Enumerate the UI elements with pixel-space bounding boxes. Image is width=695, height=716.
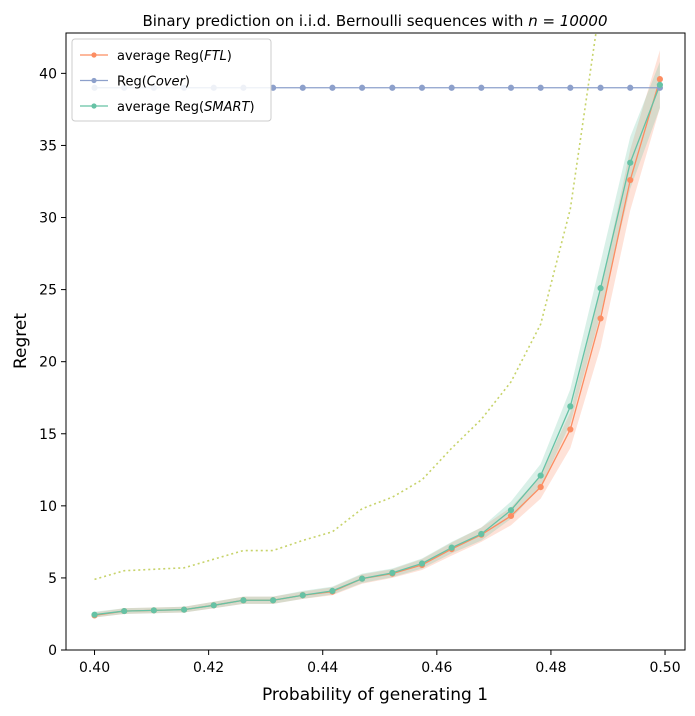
legend-label-italic: FTL xyxy=(204,49,227,64)
series-1-point xyxy=(627,84,634,91)
y-axis: 0 5 10 15 20 25 30 35 40 xyxy=(39,66,66,659)
legend-label-suffix: ) xyxy=(227,49,232,64)
legend-marker-2 xyxy=(91,103,97,109)
series-2-point xyxy=(180,606,188,613)
series-2-point xyxy=(358,575,366,582)
series-2-point xyxy=(329,587,336,594)
series-1-point xyxy=(537,84,544,91)
plot-frame xyxy=(65,32,686,651)
series-2-point xyxy=(240,597,247,604)
series-2-point xyxy=(567,403,574,410)
series-2-point xyxy=(269,597,277,604)
legend-label-prefix: average Reg( xyxy=(117,49,204,64)
series-1-point xyxy=(448,84,455,91)
legend-box xyxy=(71,38,272,122)
series-2-point xyxy=(150,607,157,614)
y-tick-label: 35 xyxy=(39,138,57,154)
series-1-point xyxy=(478,84,485,91)
series-2-point xyxy=(597,285,604,292)
chart-title-math: n = 10000 xyxy=(528,12,607,30)
x-axis: 0.40 0.42 0.44 0.46 0.48 0.50 xyxy=(79,650,681,676)
y-axis-label: Regret xyxy=(11,313,31,369)
legend-label-suffix: ) xyxy=(249,100,254,115)
series-0-point xyxy=(656,76,663,83)
y-tick-label: 15 xyxy=(39,427,57,443)
x-axis-label: Probability of generating 1 xyxy=(262,685,488,705)
series-0-point xyxy=(537,484,544,491)
series-0-point xyxy=(597,315,604,322)
y-tick-label: 0 xyxy=(48,643,57,659)
legend: average Reg(FTL)Reg(Cover)average Reg(SM… xyxy=(71,38,272,122)
series-1-point xyxy=(389,84,396,91)
series-1-point xyxy=(507,84,515,91)
series-0-confidence-band xyxy=(94,50,660,618)
series-2-point xyxy=(627,159,634,166)
series-1-point xyxy=(358,84,366,91)
legend-label-0: average Reg(FTL) xyxy=(117,49,232,64)
series-2-point xyxy=(448,544,455,551)
series-2-point xyxy=(507,507,515,514)
series-2-point xyxy=(389,569,396,576)
series-2-point xyxy=(537,472,544,479)
legend-label-2: average Reg(SMART) xyxy=(117,100,255,115)
series-1-point xyxy=(329,84,336,91)
x-tick-label: 0.40 xyxy=(79,660,110,676)
x-tick-label: 0.44 xyxy=(307,660,338,676)
y-tick-label: 20 xyxy=(39,355,57,371)
legend-marker-1 xyxy=(91,77,97,84)
y-tick-label: 30 xyxy=(39,211,57,227)
plot-area xyxy=(91,33,663,619)
legend-marker-0 xyxy=(91,52,97,58)
series-2-point xyxy=(656,81,663,88)
series-2-line xyxy=(94,84,661,616)
series-3-line xyxy=(94,33,597,581)
series-0-point xyxy=(507,512,515,520)
series-1-point xyxy=(597,84,604,91)
series-2-point xyxy=(418,560,426,567)
legend-label-italic: SMART xyxy=(204,100,250,115)
series-2-confidence-band xyxy=(94,61,660,618)
series-0-line xyxy=(94,78,661,617)
series-2-point xyxy=(210,602,217,609)
legend-label-prefix: average Reg( xyxy=(117,100,204,115)
y-tick-label: 40 xyxy=(39,66,57,82)
series-2-point xyxy=(121,607,128,615)
legend-label-prefix: Reg( xyxy=(117,75,147,90)
series-2-point xyxy=(478,530,485,538)
x-tick-label: 0.42 xyxy=(193,660,224,676)
legend-label-suffix: ) xyxy=(185,75,190,90)
series-2-point xyxy=(299,592,306,599)
series-2-point xyxy=(91,611,98,618)
series-1-point xyxy=(299,84,306,91)
x-tick-label: 0.46 xyxy=(421,660,452,676)
y-tick-label: 25 xyxy=(39,283,57,299)
series-1-point xyxy=(567,84,574,91)
series-1-point xyxy=(418,84,426,91)
y-tick-label: 5 xyxy=(48,571,57,587)
y-tick-label: 10 xyxy=(39,499,57,515)
x-tick-label: 0.50 xyxy=(649,660,680,676)
legend-label-1: Reg(Cover) xyxy=(117,75,190,90)
chart-title: Binary prediction on i.i.d. Bernoulli se… xyxy=(142,12,607,30)
legend-label-italic: Cover xyxy=(147,75,187,90)
series-0-point xyxy=(627,176,634,184)
series-0-point xyxy=(567,426,574,433)
x-tick-label: 0.48 xyxy=(535,660,566,676)
